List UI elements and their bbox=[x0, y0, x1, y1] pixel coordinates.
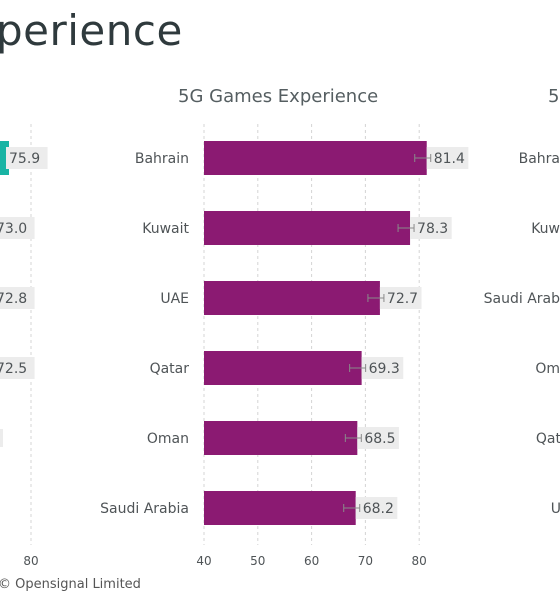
bar bbox=[0, 141, 9, 175]
x-tick-label: 70 bbox=[358, 554, 373, 568]
value-label-bg bbox=[0, 217, 35, 239]
category-label: Oman bbox=[147, 431, 189, 447]
value-label-bg bbox=[6, 147, 48, 169]
category-label: Saudi Arabia bbox=[100, 501, 189, 517]
category-label: U bbox=[551, 501, 560, 517]
value-label-bg bbox=[0, 429, 3, 447]
category-label: UAE bbox=[160, 291, 189, 307]
value-label: 81.4 bbox=[434, 151, 465, 167]
center-chart-title: 5G Games Experience bbox=[178, 86, 379, 107]
page-title: perience bbox=[0, 6, 183, 55]
bar bbox=[204, 211, 411, 245]
value-label-bg bbox=[355, 497, 398, 519]
value-label-bg bbox=[357, 427, 399, 449]
value-label-bg bbox=[361, 357, 404, 379]
category-label: Qatar bbox=[150, 361, 190, 377]
bar bbox=[204, 281, 380, 315]
category-label: Qat bbox=[536, 431, 560, 447]
category-label: Saudi Arab bbox=[484, 291, 560, 307]
bar bbox=[204, 421, 358, 455]
category-label: Kuwait bbox=[142, 221, 189, 237]
x-tick-label: 80 bbox=[23, 554, 38, 568]
x-tick-label: 50 bbox=[250, 554, 265, 568]
value-label: 68.2 bbox=[363, 501, 394, 517]
value-label: 73.0 bbox=[0, 221, 27, 237]
bar bbox=[204, 141, 427, 175]
value-label-bg bbox=[410, 217, 452, 239]
value-label: 72.7 bbox=[387, 291, 418, 307]
value-label-bg bbox=[0, 357, 35, 379]
bar bbox=[204, 351, 362, 385]
value-label: 69.3 bbox=[369, 361, 400, 377]
category-label: Kuw bbox=[531, 221, 560, 237]
value-label: 72.8 bbox=[0, 291, 27, 307]
x-tick-label: 40 bbox=[196, 554, 211, 568]
category-label: Bahrain bbox=[135, 151, 189, 167]
right-chart-title: 5 bbox=[548, 86, 560, 107]
value-label-bg bbox=[426, 147, 469, 169]
copyright-text: © Opensignal Limited bbox=[0, 577, 141, 592]
x-tick-label: 80 bbox=[412, 554, 427, 568]
x-tick-label: 60 bbox=[304, 554, 319, 568]
bar bbox=[204, 491, 356, 525]
category-label: Bahra bbox=[519, 151, 560, 167]
value-label: 78.3 bbox=[417, 221, 448, 237]
value-label: 75.9 bbox=[9, 151, 40, 167]
category-label: Om bbox=[535, 361, 560, 377]
value-label-bg bbox=[379, 287, 422, 309]
value-label-bg bbox=[0, 287, 35, 309]
value-label: 72.5 bbox=[0, 361, 27, 377]
value-label: 68.5 bbox=[364, 431, 395, 447]
